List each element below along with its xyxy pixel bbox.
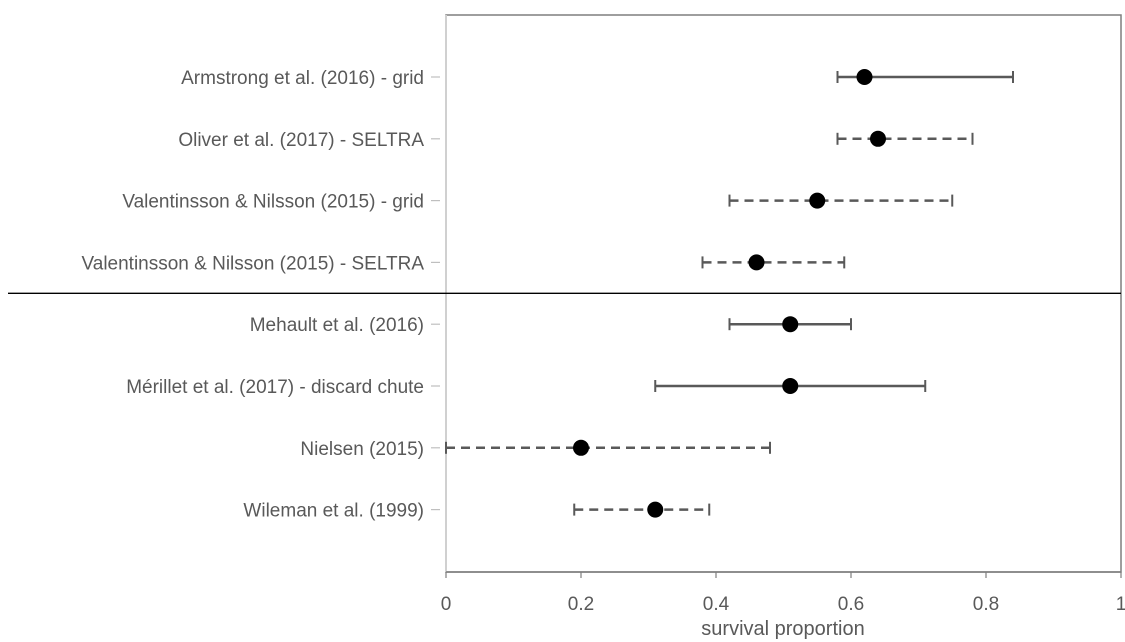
point-estimate-marker: [573, 439, 589, 456]
study-label: Mérillet et al. (2017) - discard chute: [126, 377, 424, 398]
point-estimate-marker: [647, 501, 664, 518]
study-label: Mehault et al. (2016): [250, 315, 424, 336]
x-axis-title: survival proportion: [701, 618, 864, 640]
point-estimate-marker: [748, 254, 765, 271]
x-axis-ticks: 0 0.2 0.4 0.6 0.8 1: [441, 572, 1125, 615]
x-tick-label: 0: [441, 594, 452, 615]
study-label: Oliver et al. (2017) - SELTRA: [178, 130, 424, 151]
study-label: Armstrong et al. (2016) - grid: [181, 68, 424, 89]
study-row: Valentinsson & Nilsson (2015) - SELTRA: [81, 253, 846, 274]
point-estimate-marker: [782, 316, 799, 333]
x-tick-label: 0.8: [973, 594, 999, 615]
study-row: Oliver et al. (2017) - SELTRA: [178, 130, 974, 151]
x-tick-label: 0.2: [568, 594, 594, 615]
study-row: Nielsen (2015): [300, 439, 771, 460]
study-label: Wileman et al. (1999): [243, 501, 424, 522]
study-label: Valentinsson & Nilsson (2015) - grid: [122, 192, 424, 213]
point-estimate-marker: [782, 378, 799, 394]
study-row: Wileman et al. (1999): [243, 501, 711, 522]
study-label: Nielsen (2015): [300, 439, 424, 460]
study-row: Mérillet et al. (2017) - discard chute: [126, 377, 927, 398]
study-row: Valentinsson & Nilsson (2015) - grid: [122, 192, 954, 213]
x-tick-label: 0.6: [838, 594, 864, 615]
study-row: Mehault et al. (2016): [250, 315, 852, 336]
point-estimate-marker: [856, 69, 873, 85]
x-tick-label: 0.4: [703, 594, 730, 615]
point-estimate-marker: [809, 192, 826, 209]
x-tick-label: 1: [1116, 594, 1125, 615]
point-estimate-marker: [870, 130, 886, 147]
study-marks: Armstrong et al. (2016) - grid Oliver et …: [81, 68, 1014, 522]
study-label: Valentinsson & Nilsson (2015) - SELTRA: [81, 253, 424, 274]
study-row: Armstrong et al. (2016) - grid: [181, 68, 1014, 89]
